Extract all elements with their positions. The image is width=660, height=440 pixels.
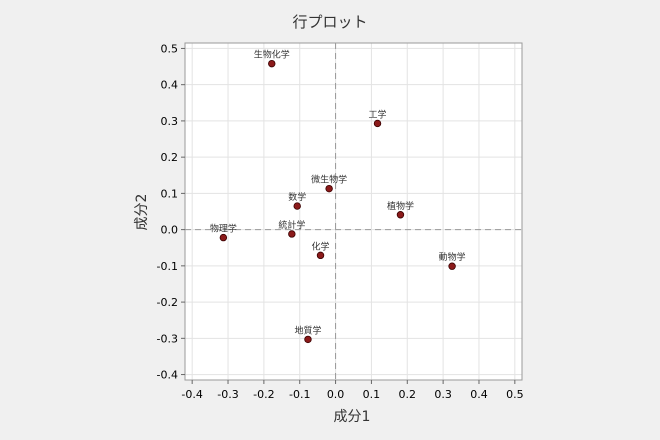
data-point [325, 184, 333, 193]
x-tick-label: 0.3 [434, 388, 452, 401]
point-label: 数学 [288, 191, 306, 203]
x-tick-label: -0.2 [253, 388, 274, 401]
point-label: 地質学 [294, 324, 321, 336]
y-tick-label: 0.3 [161, 115, 179, 128]
data-point [316, 251, 325, 260]
x-tick-label: 0.5 [506, 388, 524, 401]
x-tick-label: -0.3 [217, 388, 238, 401]
data-point [304, 335, 312, 344]
x-tick-label: 0.1 [363, 388, 381, 401]
point-label: 統計学 [278, 219, 305, 231]
point-label: 工学 [369, 108, 387, 120]
data-point [373, 119, 382, 128]
point-label: 生物化学 [254, 49, 290, 61]
plot-area [185, 43, 522, 380]
reference-lines [185, 43, 522, 380]
y-tick-label: 0.5 [161, 42, 179, 55]
y-tick-label: -0.2 [157, 296, 178, 309]
x-tick-label: 0.2 [399, 388, 417, 401]
data-point [219, 233, 228, 242]
point-label: 微生物学 [311, 174, 347, 186]
point-label: 化学 [312, 240, 330, 252]
data-point [268, 59, 276, 68]
y-tick-label: -0.3 [157, 332, 178, 345]
x-tick-label: -0.1 [289, 388, 310, 401]
data-point [448, 262, 456, 270]
y-tick-label: 0.2 [161, 151, 179, 164]
x-tick-label: 0.0 [327, 388, 345, 401]
axes: -0.4 -0.3 -0.2 -0.1 0.0 0.1 0.2 0.3 0.4 0.5 -0.4 -0… [157, 42, 524, 401]
data-point [293, 202, 301, 210]
point-label: 植物学 [387, 200, 414, 212]
y-tick-label: -0.4 [157, 369, 178, 382]
y-tick-label: 0.1 [161, 187, 179, 200]
point-label: 動物学 [439, 251, 466, 263]
x-axis-label: 成分1 [334, 409, 371, 425]
chart-title: 行プロット [292, 13, 367, 31]
plot-border [184, 42, 523, 381]
y-tick-label: -0.1 [157, 260, 178, 273]
x-tick-label: -0.4 [181, 388, 202, 401]
y-tick-label: 0.0 [161, 224, 179, 237]
data-point [396, 211, 405, 219]
grid-lines [185, 43, 522, 380]
point-label: 物理学 [210, 223, 237, 235]
y-axis-label: 成分2 [134, 194, 150, 231]
data-point [288, 230, 296, 238]
x-tick-label: 0.4 [470, 388, 488, 401]
y-tick-label: 0.4 [161, 79, 179, 92]
